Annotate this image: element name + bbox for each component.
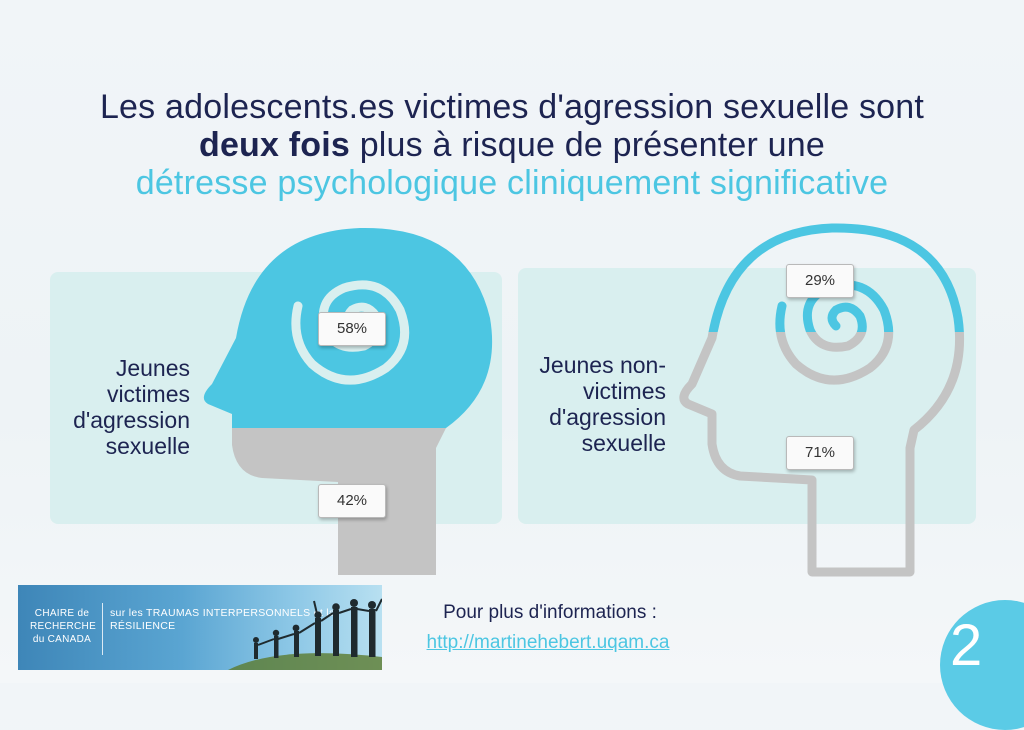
people-silhouette-icon <box>228 598 382 670</box>
label-non-victims: Jeunes non-victimes d'agression sexuelle <box>539 352 666 456</box>
info-link[interactable]: http://martinehebert.uqam.ca <box>426 632 670 653</box>
title-line-2-rest: plus à risque de présenter une <box>350 126 825 164</box>
panel-non-victims <box>518 268 976 524</box>
chair-logo: CHAIRE de RECHERCHE du CANADA sur les TR… <box>18 585 382 670</box>
title-line-1: Les adolescents.es victimes d'agression … <box>99 88 925 126</box>
title-emphasis: deux fois <box>198 126 351 164</box>
pct-non-victims-above: 29% <box>786 264 854 298</box>
heads-illustration <box>203 223 965 577</box>
logo-chair-text: CHAIRE de RECHERCHE du CANADA <box>30 608 97 645</box>
title-line-3: détresse psychologique cliniquement sign… <box>135 164 889 202</box>
info-title: Pour plus d'informations : <box>443 602 657 623</box>
pct-victims-above: 58% <box>318 312 386 346</box>
page-number: 2 <box>950 613 983 678</box>
title-line-2: deux fois plus à risque de présenter une <box>0 126 1024 164</box>
label-victims: Jeunes victimes d'agression sexuelle <box>73 355 190 459</box>
pct-victims-below: 42% <box>318 484 386 518</box>
head-victims <box>203 227 493 575</box>
page-title: Les adolescents.es victimes d'agression … <box>0 88 1024 202</box>
page-number-badge: 2 <box>940 600 1024 730</box>
pct-non-victims-below: 71% <box>786 436 854 470</box>
logo-divider <box>102 603 103 655</box>
logo-topic-text: sur les TRAUMAS INTERPERSONNELS et la RÉ… <box>110 607 336 632</box>
spiral-victims <box>291 280 410 385</box>
